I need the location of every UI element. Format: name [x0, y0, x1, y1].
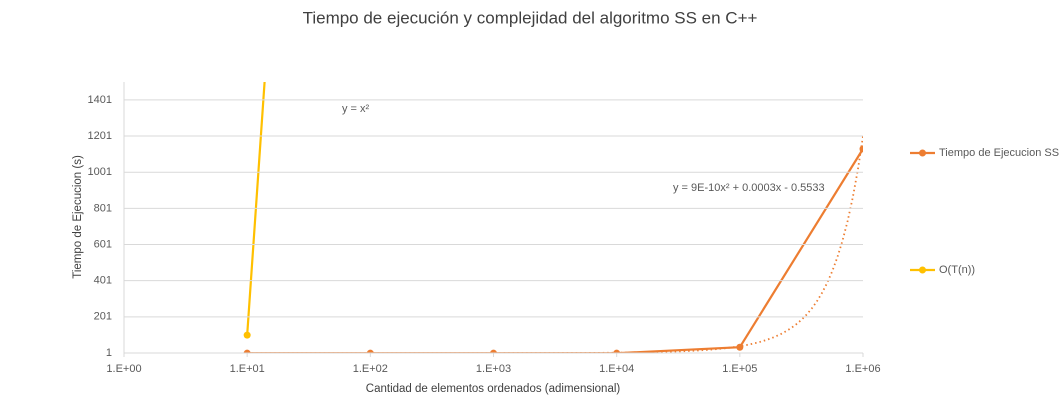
y-tick-label: 1 [106, 347, 112, 359]
trendline [247, 136, 863, 353]
data-point [490, 349, 497, 353]
x-axis-title: Cantidad de elementos ordenados (adimens… [366, 383, 621, 395]
series-line [247, 148, 863, 353]
legend-marker [919, 149, 926, 157]
legend-label: O(T(n)) [939, 264, 975, 276]
y-tick-label: 801 [94, 202, 112, 214]
plot-area [243, 0, 863, 401]
data-point [243, 331, 251, 339]
x-tick-label: 1.E+05 [722, 363, 757, 375]
y-tick-label: 1201 [88, 130, 112, 142]
y-tick-label: 401 [94, 275, 112, 287]
data-point [613, 349, 621, 353]
x-tick-label: 1.E+02 [353, 363, 388, 375]
data-point [366, 349, 374, 353]
y-axis-title: Tiempo de Ejecucion (s) [72, 155, 84, 279]
trendline-label: y = 9E-10x² + 0.0003x - 0.5533 [673, 182, 825, 194]
x-tick-label: 1.E+03 [476, 363, 511, 375]
trendline-label: y = x² [342, 103, 370, 115]
y-tick-label: 601 [94, 238, 112, 250]
y-tick-label: 1001 [88, 166, 112, 178]
data-point [736, 343, 744, 351]
x-tick-label: 1.E+01 [230, 363, 265, 375]
data-point [859, 145, 863, 153]
y-tick-label: 201 [94, 311, 112, 323]
series-line [247, 0, 863, 401]
x-tick-label: 1.E+00 [106, 363, 141, 375]
data-point [243, 349, 251, 353]
x-tick-label: 1.E+06 [845, 363, 880, 375]
legend-label: Tiempo de Ejecucion SS [939, 147, 1059, 159]
y-tick-label: 1401 [88, 94, 112, 106]
chart-title: Tiempo de ejecución y complejidad del al… [303, 8, 758, 27]
legend-marker [919, 266, 926, 274]
x-tick-label: 1.E+04 [599, 363, 634, 375]
